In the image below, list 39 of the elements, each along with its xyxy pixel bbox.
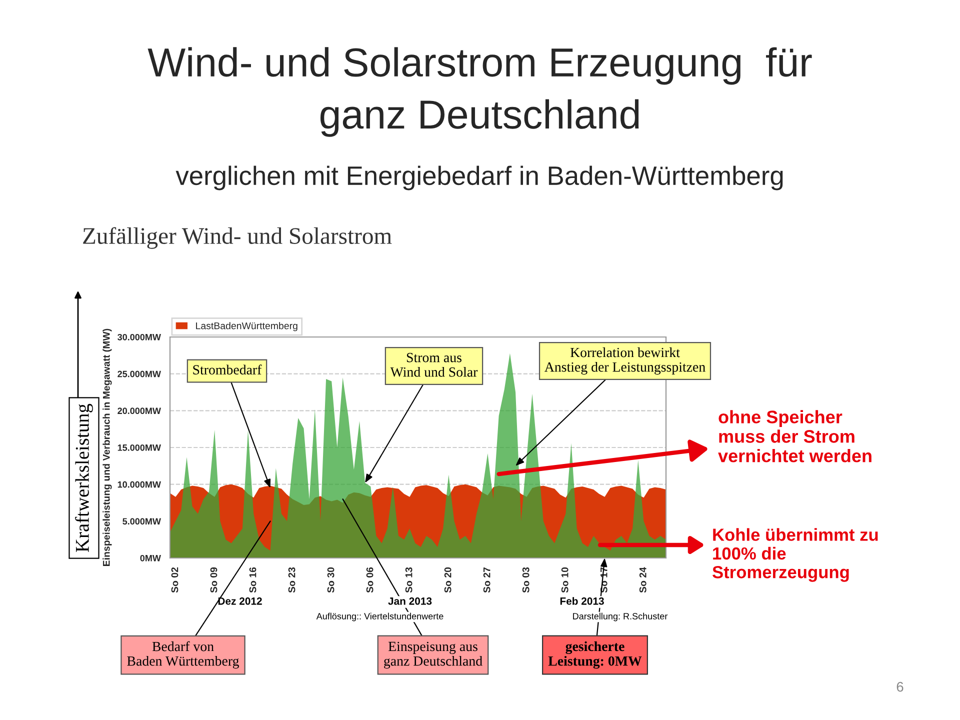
chart-title: Wind- und Solarstrom Erzeugung für ganz Deutschland xyxy=(148,47,812,137)
annotation: Korrelation bewirkt Anstieg der Leistungsspitzen xyxy=(544,347,706,375)
x-tick-label: So 13 xyxy=(405,567,412,593)
text: Darstellung: R.Schuster xyxy=(573,612,668,622)
x-tick-label: So 24 xyxy=(639,567,646,593)
text: 6 xyxy=(896,682,904,692)
x-tick-label: So 09 xyxy=(210,567,218,593)
x-tick-label: So 02 xyxy=(171,567,178,593)
text: Zufälliger Wind- und Solarstrom xyxy=(83,227,392,249)
text: Kohle übernimmt zu 100% die Stromerzeugung xyxy=(712,528,878,582)
annotation: Strombedarf xyxy=(193,364,262,374)
text: Feb 2013 xyxy=(560,597,604,605)
x-tick-label: So 30 xyxy=(327,567,334,593)
x-tick-label: So 23 xyxy=(288,567,296,593)
x-tick-label: So 10 xyxy=(561,567,568,593)
y-tick-label: 5.000MW xyxy=(122,518,161,525)
y-tick-label: 20.000MW xyxy=(118,408,161,414)
text: Dez 2012 xyxy=(218,597,262,605)
x-tick-label: So 03 xyxy=(522,567,530,593)
y-tick-label: 0MW xyxy=(140,554,161,562)
chart-subtitle: verglichen mit Energiebedarf in Baden-Württemberg xyxy=(176,166,783,190)
y-tick-label: 30.000MW xyxy=(118,334,161,340)
text: Jan 2013 xyxy=(388,597,432,605)
annotation: gesicherte Leistung: 0MW xyxy=(548,641,642,669)
y-tick-label: 25.000MW xyxy=(118,370,161,378)
y-tick-label: 10.000MW xyxy=(118,481,161,488)
annotation: Strom aus Wind und Solar xyxy=(390,352,478,377)
text: Auflösung:: Viertelstundenwerte xyxy=(316,612,444,622)
x-tick-label: So 27 xyxy=(483,567,490,593)
x-tick-label: So 20 xyxy=(444,567,452,593)
x-tick-label: So 06 xyxy=(366,567,374,593)
annotation: Bedarf von Baden Württemberg xyxy=(127,641,239,669)
x-tick-label: So 16 xyxy=(249,567,256,593)
legend-label: LastBadenWürttemberg xyxy=(196,322,298,332)
y-tick-label: 15.000MW xyxy=(118,444,161,451)
text: Kraftwerksleistung xyxy=(75,404,93,552)
y-axis-title: Einspeiseleistung und Verbrauch in Megawatt (MW) xyxy=(102,328,112,566)
annotation: Einspeisung aus ganz Deutschland xyxy=(384,642,482,669)
annotation: ohne Speicher muss der Strom vernichtet werden xyxy=(718,410,872,462)
